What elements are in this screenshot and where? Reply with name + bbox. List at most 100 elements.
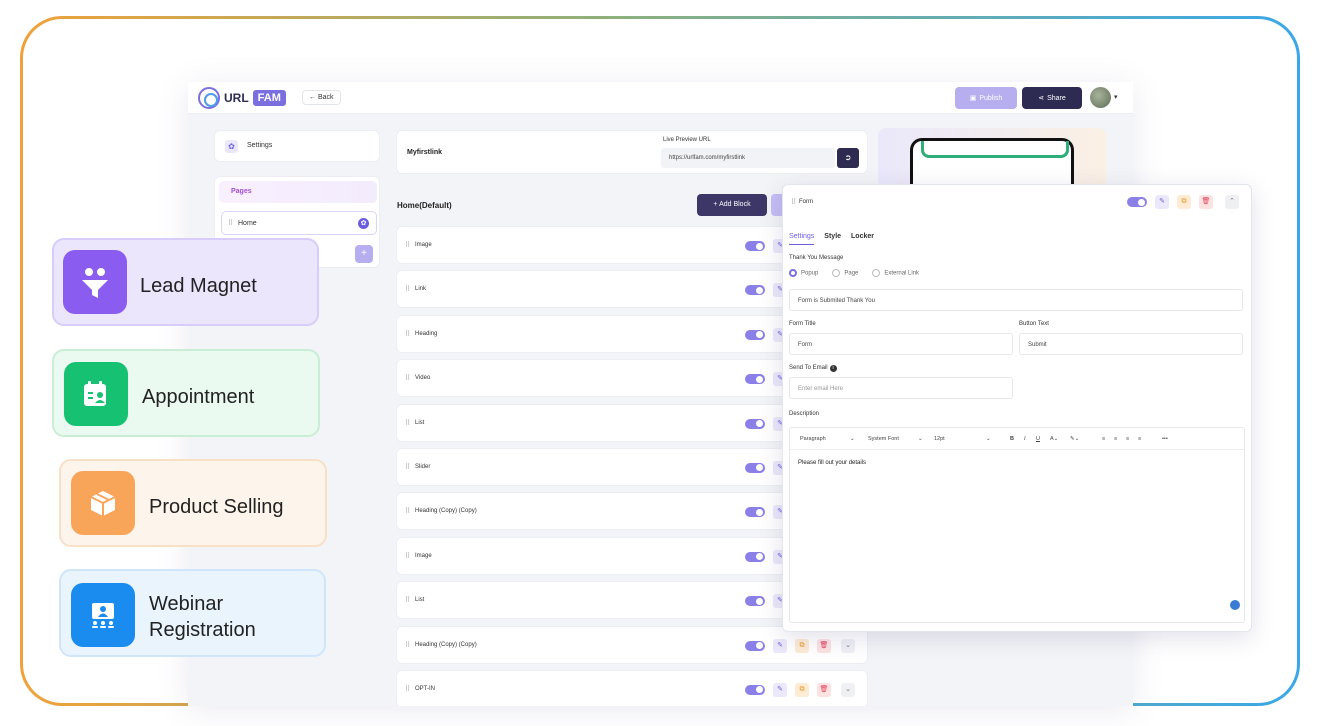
copy-icon[interactable]: ⧉ bbox=[795, 682, 809, 697]
radio-page[interactable]: Page bbox=[832, 269, 858, 277]
back-button[interactable]: ← Back bbox=[302, 90, 341, 105]
gear-icon[interactable]: ✿ bbox=[358, 218, 369, 229]
drag-handle-icon[interactable]: ⠿ bbox=[791, 199, 797, 206]
visibility-toggle[interactable] bbox=[745, 507, 765, 518]
button-text-label: Button Text bbox=[1019, 321, 1049, 327]
drag-handle-icon[interactable]: ⠿ bbox=[405, 641, 411, 649]
copy-icon[interactable]: ⧉ bbox=[1177, 195, 1191, 209]
size-select[interactable]: 12pt bbox=[934, 436, 945, 442]
visibility-toggle[interactable] bbox=[745, 418, 765, 429]
radio-external-link[interactable]: External Link bbox=[872, 269, 919, 277]
drag-handle-icon[interactable]: ⠿ bbox=[405, 330, 411, 338]
more-icon[interactable]: ••• bbox=[1162, 436, 1168, 442]
arrow-left-icon: ← bbox=[309, 94, 318, 101]
publish-label: Publish bbox=[979, 94, 1003, 102]
product-selling-card[interactable]: Product Selling bbox=[59, 459, 327, 547]
visibility-toggle[interactable] bbox=[745, 596, 765, 607]
publish-button[interactable]: ▣ Publish bbox=[955, 87, 1017, 109]
open-link-icon[interactable]: ➲ bbox=[837, 148, 859, 168]
chevron-down-icon[interactable]: ⌄ bbox=[986, 436, 991, 442]
info-icon[interactable]: i bbox=[829, 365, 837, 372]
tab-locker[interactable]: Locker bbox=[851, 233, 874, 240]
page-item-home[interactable]: ⠿ Home ✿ bbox=[221, 211, 377, 235]
tab-settings[interactable]: Settings bbox=[789, 233, 815, 245]
chevron-up-icon[interactable]: ⌃ bbox=[1225, 195, 1239, 209]
share-icon: ⋖ bbox=[1038, 95, 1045, 102]
block-name: Image bbox=[415, 552, 432, 559]
share-button[interactable]: ⋖ Share bbox=[1022, 87, 1082, 109]
chevron-down-icon[interactable]: ▾ bbox=[1114, 94, 1118, 101]
email-input[interactable]: Enter email Here bbox=[789, 377, 1013, 399]
block-name: Link bbox=[415, 286, 427, 293]
drag-handle-icon[interactable]: ⠿ bbox=[405, 286, 411, 294]
drag-handle-icon[interactable]: ⠿ bbox=[405, 419, 411, 427]
tab-style[interactable]: Style bbox=[824, 233, 842, 240]
font-select[interactable]: System Font bbox=[868, 436, 899, 442]
align-center-icon[interactable]: ≡ bbox=[1114, 436, 1118, 442]
settings-nav[interactable]: ✿ Settings bbox=[214, 130, 380, 162]
description-text[interactable]: Please fill out your details bbox=[798, 460, 867, 466]
radio-popup[interactable]: Popup bbox=[789, 269, 818, 277]
appointment-card[interactable]: Appointment bbox=[52, 349, 320, 437]
visibility-toggle[interactable] bbox=[745, 241, 765, 251]
live-preview-url-field[interactable]: https://urlfam.com/myfirstlink bbox=[661, 148, 835, 168]
drag-handle-icon[interactable]: ⠿ bbox=[405, 242, 411, 249]
drag-handle-icon[interactable]: ⠿ bbox=[405, 685, 411, 693]
drag-handle-icon[interactable]: ⠿ bbox=[405, 508, 411, 516]
chevron-down-icon[interactable]: ⌄ bbox=[841, 638, 855, 653]
radio-off-icon bbox=[872, 269, 881, 277]
lead-magnet-card[interactable]: Lead Magnet bbox=[52, 238, 319, 326]
logo-badge: FAM bbox=[252, 90, 286, 106]
add-block-button[interactable]: + Add Block bbox=[697, 194, 767, 216]
edit-icon[interactable]: ✎ bbox=[773, 682, 787, 697]
align-left-icon[interactable]: ≡ bbox=[1102, 436, 1106, 442]
edit-icon[interactable]: ✎ bbox=[773, 638, 787, 653]
assistant-icon[interactable] bbox=[1230, 600, 1240, 610]
chevron-down-icon[interactable]: ⌄ bbox=[850, 436, 855, 442]
edit-icon[interactable]: ✎ bbox=[1155, 195, 1169, 209]
paragraph-select[interactable]: Paragraph bbox=[800, 436, 826, 442]
form-panel-header: ⠿ Form ✎ ⧉ 🗑 ⌃ bbox=[783, 185, 1251, 219]
avatar[interactable] bbox=[1090, 87, 1111, 108]
underline-icon[interactable]: U bbox=[1036, 436, 1040, 442]
bold-icon[interactable]: B bbox=[1010, 436, 1014, 442]
drag-handle-icon[interactable]: ⠿ bbox=[405, 597, 411, 605]
align-justify-icon[interactable]: ≡ bbox=[1138, 436, 1142, 442]
drag-handle-icon[interactable]: ⠿ bbox=[405, 463, 411, 471]
logo-text: URL bbox=[224, 91, 249, 105]
add-page-button[interactable]: + bbox=[355, 245, 373, 263]
visibility-toggle[interactable] bbox=[745, 462, 765, 473]
trash-icon[interactable]: 🗑 bbox=[817, 638, 831, 653]
visibility-toggle[interactable] bbox=[745, 551, 765, 562]
trash-icon[interactable]: 🗑 bbox=[817, 682, 831, 697]
drag-handle-icon[interactable]: ⠿ bbox=[405, 552, 411, 560]
button-text-input[interactable]: Submit bbox=[1019, 333, 1243, 355]
highlight-icon[interactable]: ✎⌄ bbox=[1070, 436, 1080, 442]
chevron-down-icon[interactable]: ⌄ bbox=[918, 436, 923, 442]
visibility-toggle[interactable] bbox=[745, 285, 765, 296]
description-editor[interactable]: Paragraph ⌄ System Font ⌄ 12pt ⌄ B I U A… bbox=[789, 427, 1245, 623]
trash-icon[interactable]: 🗑 bbox=[1199, 195, 1213, 209]
drag-handle-icon[interactable]: ⠿ bbox=[405, 375, 411, 383]
visibility-toggle[interactable] bbox=[745, 640, 765, 651]
mobile-preview bbox=[878, 128, 1106, 198]
text-color-icon[interactable]: A⌄ bbox=[1050, 436, 1059, 442]
drag-handle-icon[interactable]: ⠿ bbox=[228, 220, 234, 227]
webinar-registration-card[interactable]: Webinar Registration bbox=[59, 569, 326, 657]
chevron-down-icon[interactable]: ⌄ bbox=[841, 682, 855, 697]
thank-you-message-input[interactable]: Form is Submited Thank You bbox=[789, 289, 1243, 311]
block-row[interactable]: ⠿ Heading (Copy) (Copy) ✎ ⧉ 🗑 ⌄ bbox=[396, 625, 868, 664]
copy-icon[interactable]: ⧉ bbox=[795, 638, 809, 653]
gear-icon: ✿ bbox=[225, 140, 238, 153]
align-right-icon[interactable]: ≡ bbox=[1126, 436, 1130, 442]
block-row[interactable]: ⠿ OPT-IN ✎ ⧉ 🗑 ⌄ bbox=[396, 669, 868, 706]
visibility-toggle[interactable] bbox=[1127, 197, 1147, 207]
form-title-input[interactable]: Form bbox=[789, 333, 1013, 355]
radio-off-icon bbox=[832, 269, 841, 277]
italic-icon[interactable]: I bbox=[1024, 436, 1026, 442]
visibility-toggle[interactable] bbox=[745, 684, 765, 695]
logo[interactable]: URL FAM bbox=[198, 87, 286, 109]
link-header-card: Myfirstlink Live Preview URL https://url… bbox=[396, 130, 868, 174]
visibility-toggle[interactable] bbox=[745, 374, 765, 385]
visibility-toggle[interactable] bbox=[745, 329, 765, 340]
